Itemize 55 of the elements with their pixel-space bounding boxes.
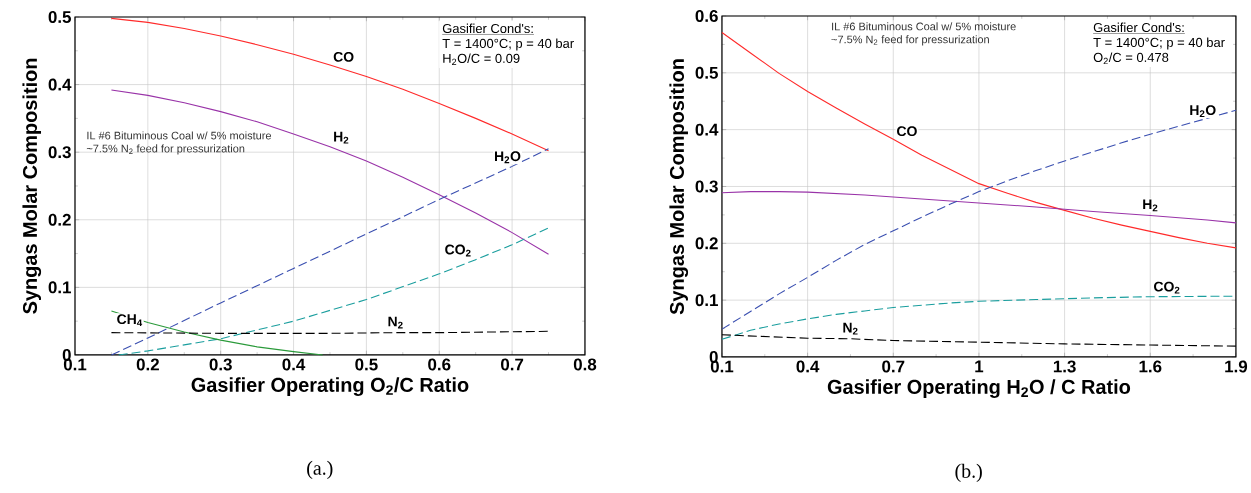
annotation: O$_{2}$/C = 0.478	[1093, 52, 1169, 65]
y-axis-title: Syngas Molar Composition	[669, 59, 689, 315]
series-label: H$_{2}$	[1143, 199, 1158, 212]
series-label: CO$_{2}$	[1154, 281, 1180, 294]
series-label: N$_{2}$	[843, 322, 858, 335]
annotation: IL #6 Bituminous Coal w/ 5% moisture	[832, 22, 1016, 31]
series-label: H$_{2}$	[334, 131, 349, 144]
annotation: IL #6 Bituminous Coal w/ 5% moisture	[87, 131, 272, 140]
x-tick-label: 1.6	[1139, 360, 1162, 373]
x-tick-label: 0.3	[209, 358, 232, 371]
x-tick-label: 0.4	[282, 358, 306, 371]
annotation: T = 1400°C; p = 40 bar	[1093, 37, 1225, 50]
y-tick-label: 0.3	[695, 180, 718, 193]
y-tick-label: 0.4	[48, 78, 72, 91]
x-axis-title: Gasifier Operating O$_{2}$/C Ratio	[191, 377, 469, 397]
x-tick-label: 0.2	[136, 358, 159, 371]
series-label: N$_{2}$	[388, 316, 403, 329]
series-label: CO	[897, 126, 917, 137]
series-label: H$_{2}$O	[495, 151, 521, 164]
x-tick-label: 0.7	[501, 358, 524, 371]
line-series	[721, 191, 1237, 224]
annotation: ~7.5% N$_{2}$ feed for pressurization	[831, 35, 989, 46]
annotation: Gasifier Cond's:	[442, 23, 533, 34]
x-tick-label: 0.5	[355, 358, 378, 371]
x-tick-label: 1.3	[1053, 360, 1076, 373]
y-tick-label: 0.1	[48, 281, 72, 294]
y-tick-label: 0.1	[695, 294, 718, 307]
text: (b.)	[955, 463, 982, 482]
x-tick-label: 1	[975, 360, 984, 373]
series-label: CH$_{4}$	[117, 314, 143, 327]
x-tick-label: 0.8	[573, 358, 597, 371]
y-axis-title: Syngas Molar Composition	[22, 58, 42, 314]
annotation: ~7.5% N$_{2}$ feed for pressurization	[86, 144, 245, 155]
text: (a.)	[307, 460, 333, 479]
annotation: Gasifier Cond's:	[1093, 22, 1184, 33]
annotation: T = 1400°C; p = 40 bar	[442, 38, 574, 51]
y-tick-label: 0.5	[48, 11, 72, 23]
series-label: CO$_{2}$	[445, 244, 471, 257]
y-tick-label: 0.2	[695, 237, 718, 250]
y-tick-label: 0.6	[695, 10, 718, 23]
series-label: CO	[333, 51, 354, 62]
line-series	[118, 227, 550, 356]
series-label: H$_{2}$O	[1190, 105, 1216, 118]
line-series	[110, 310, 324, 356]
x-axis-title: Gasifier Operating H$_{2}$O / C Ratio	[827, 379, 1131, 399]
annotation: H$_{2}$O/C = 0.09	[443, 53, 520, 66]
y-tick-label: 0.4	[695, 123, 719, 136]
line-series	[721, 31, 1237, 249]
x-tick-label: 0.6	[428, 358, 451, 371]
x-tick-label: 0.4	[796, 360, 820, 373]
x-tick-label: 0.7	[882, 360, 905, 373]
y-tick-label: 0.2	[48, 213, 71, 226]
y-tick-label: 0.5	[695, 66, 718, 79]
x-tick-label: 1.9	[1225, 360, 1248, 373]
y-tick-label: 0.3	[48, 146, 71, 159]
